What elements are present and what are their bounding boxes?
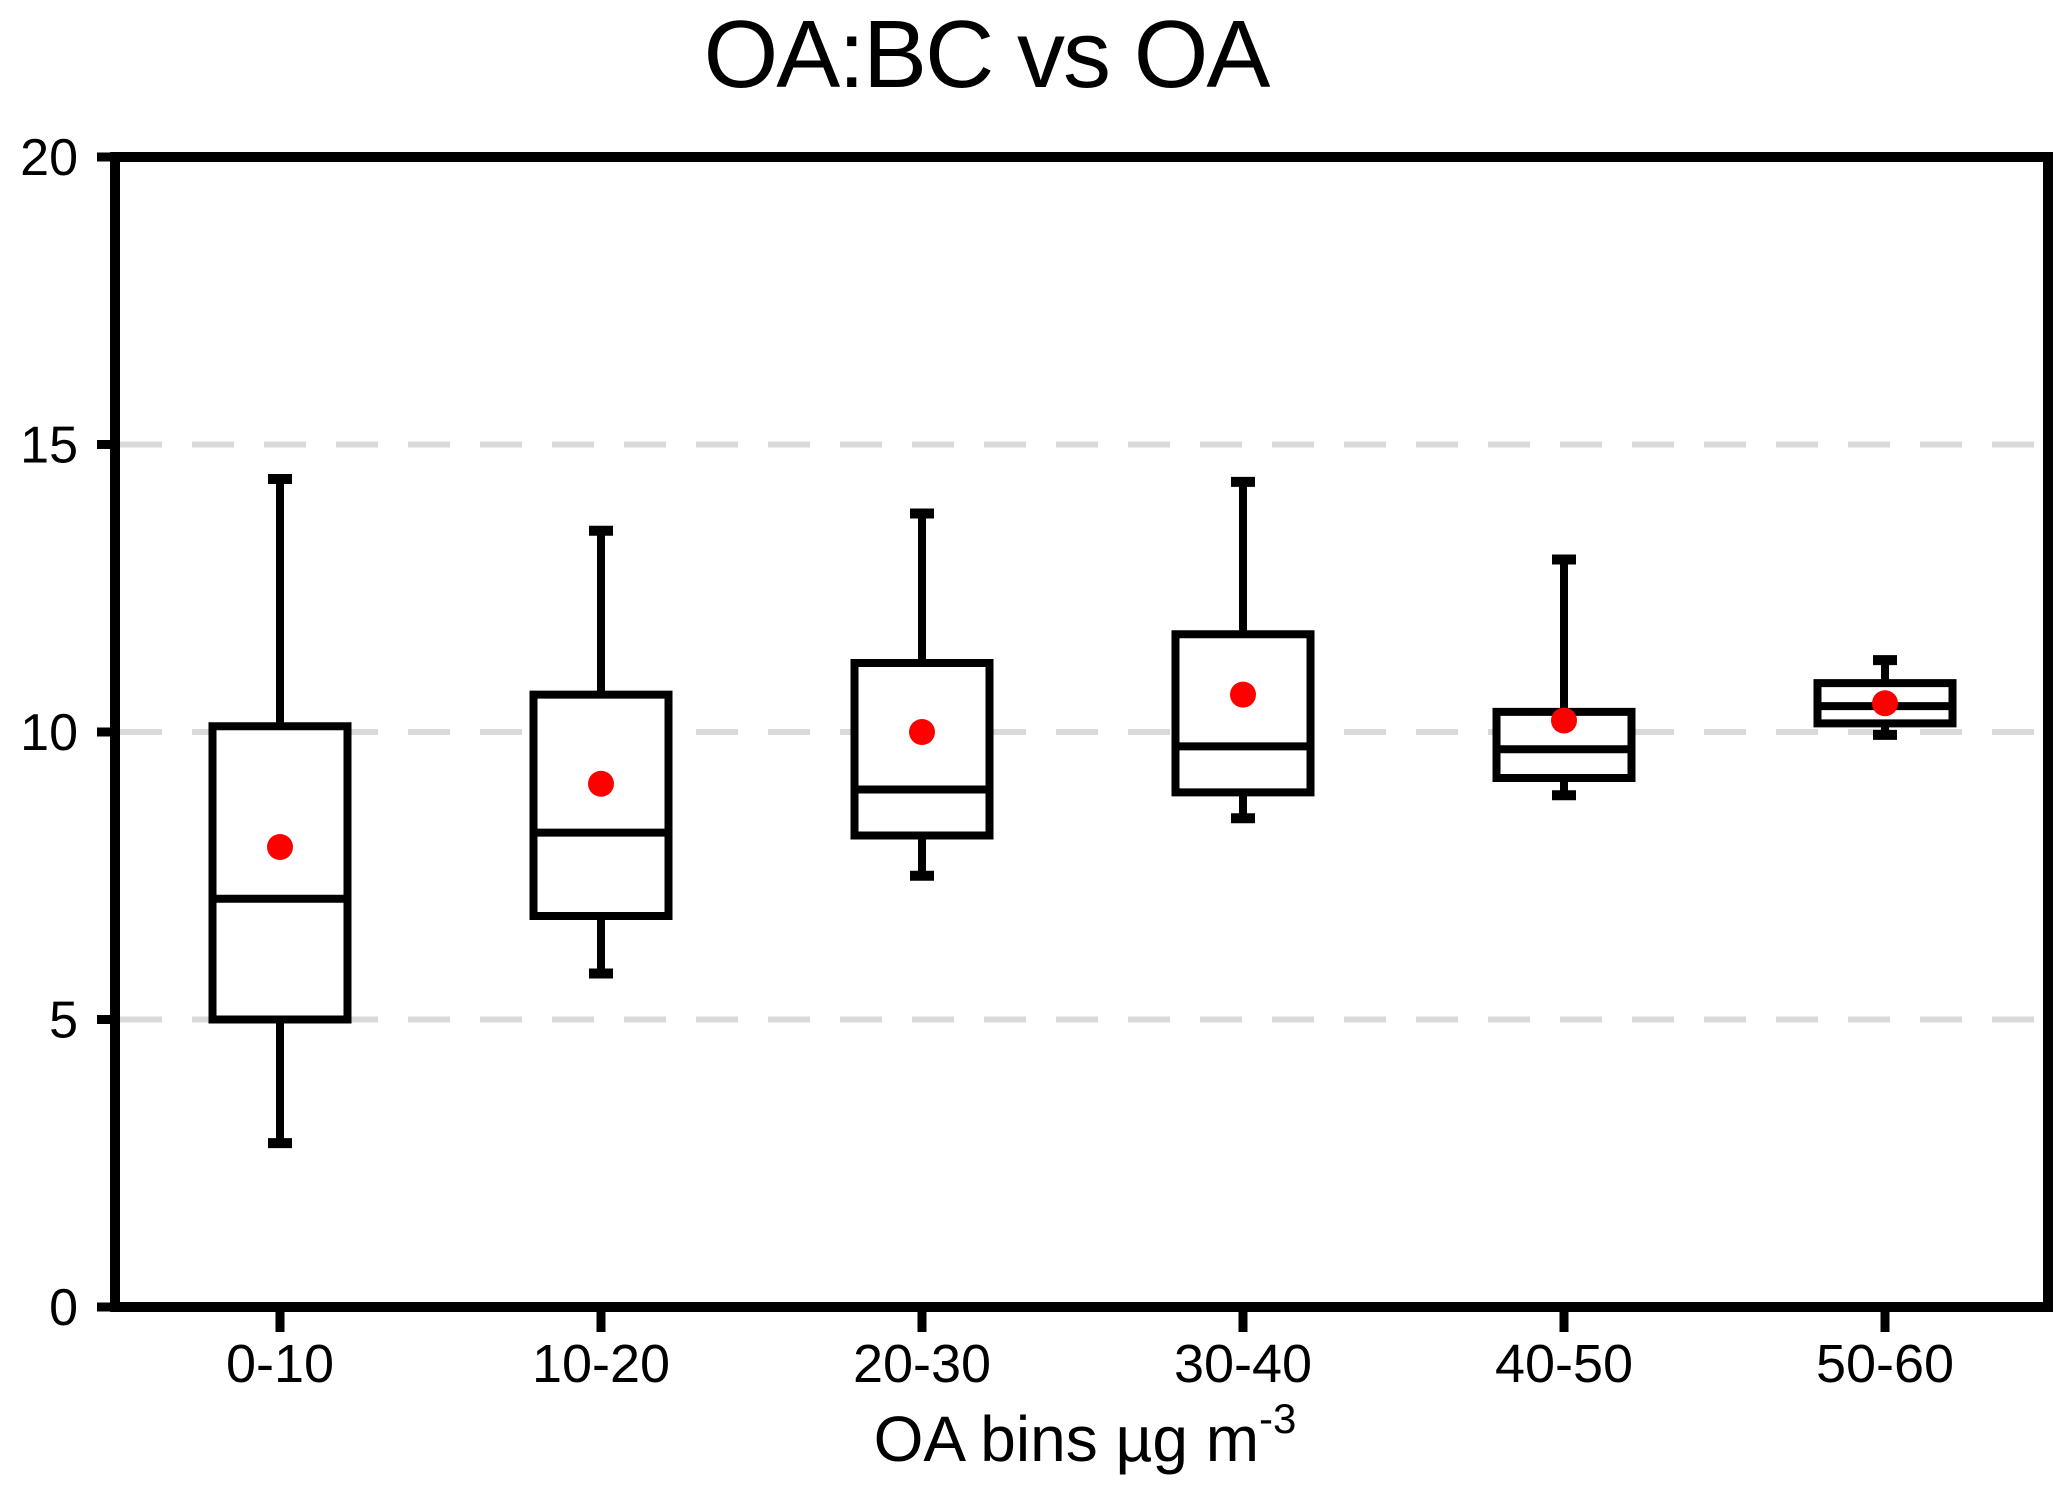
y-tick-label-20: 20 (20, 129, 78, 187)
x-axis-title-text: OA bins µg m (873, 1403, 1260, 1475)
x-tick-label-40-50: 40-50 (1495, 1334, 1633, 1394)
x-axis-title: OA bins µg m-3 (873, 1398, 1297, 1476)
mean-dot-0-10 (267, 834, 293, 860)
y-tick-label-5: 5 (49, 992, 78, 1050)
chart-title: OA:BC vs OA (703, 1, 1271, 108)
x-tick-label-50-60: 50-60 (1816, 1334, 1954, 1394)
y-tick-label-10: 10 (20, 704, 78, 762)
x-tick-label-20-30: 20-30 (853, 1334, 991, 1394)
box-0-10 (208, 722, 352, 1024)
mean-dot-10-20 (588, 770, 614, 797)
y-tick-label-0: 0 (49, 1279, 78, 1337)
x-tick-label-10-20: 10-20 (532, 1334, 670, 1394)
mean-dot-30-40 (1230, 681, 1256, 708)
mean-dot-40-50 (1551, 707, 1577, 734)
mean-dot-50-60 (1872, 690, 1898, 717)
x-axis-title-superscript: -3 (1259, 1395, 1297, 1442)
x-tick-label-30-40: 30-40 (1174, 1334, 1312, 1394)
box-30-40 (1171, 630, 1315, 797)
box-20-30 (850, 659, 994, 840)
y-tick-label-15: 15 (20, 417, 78, 475)
mean-dot-20-30 (909, 719, 935, 745)
box-10-20 (529, 690, 673, 920)
x-tick-label-0-10: 0-10 (226, 1334, 334, 1394)
